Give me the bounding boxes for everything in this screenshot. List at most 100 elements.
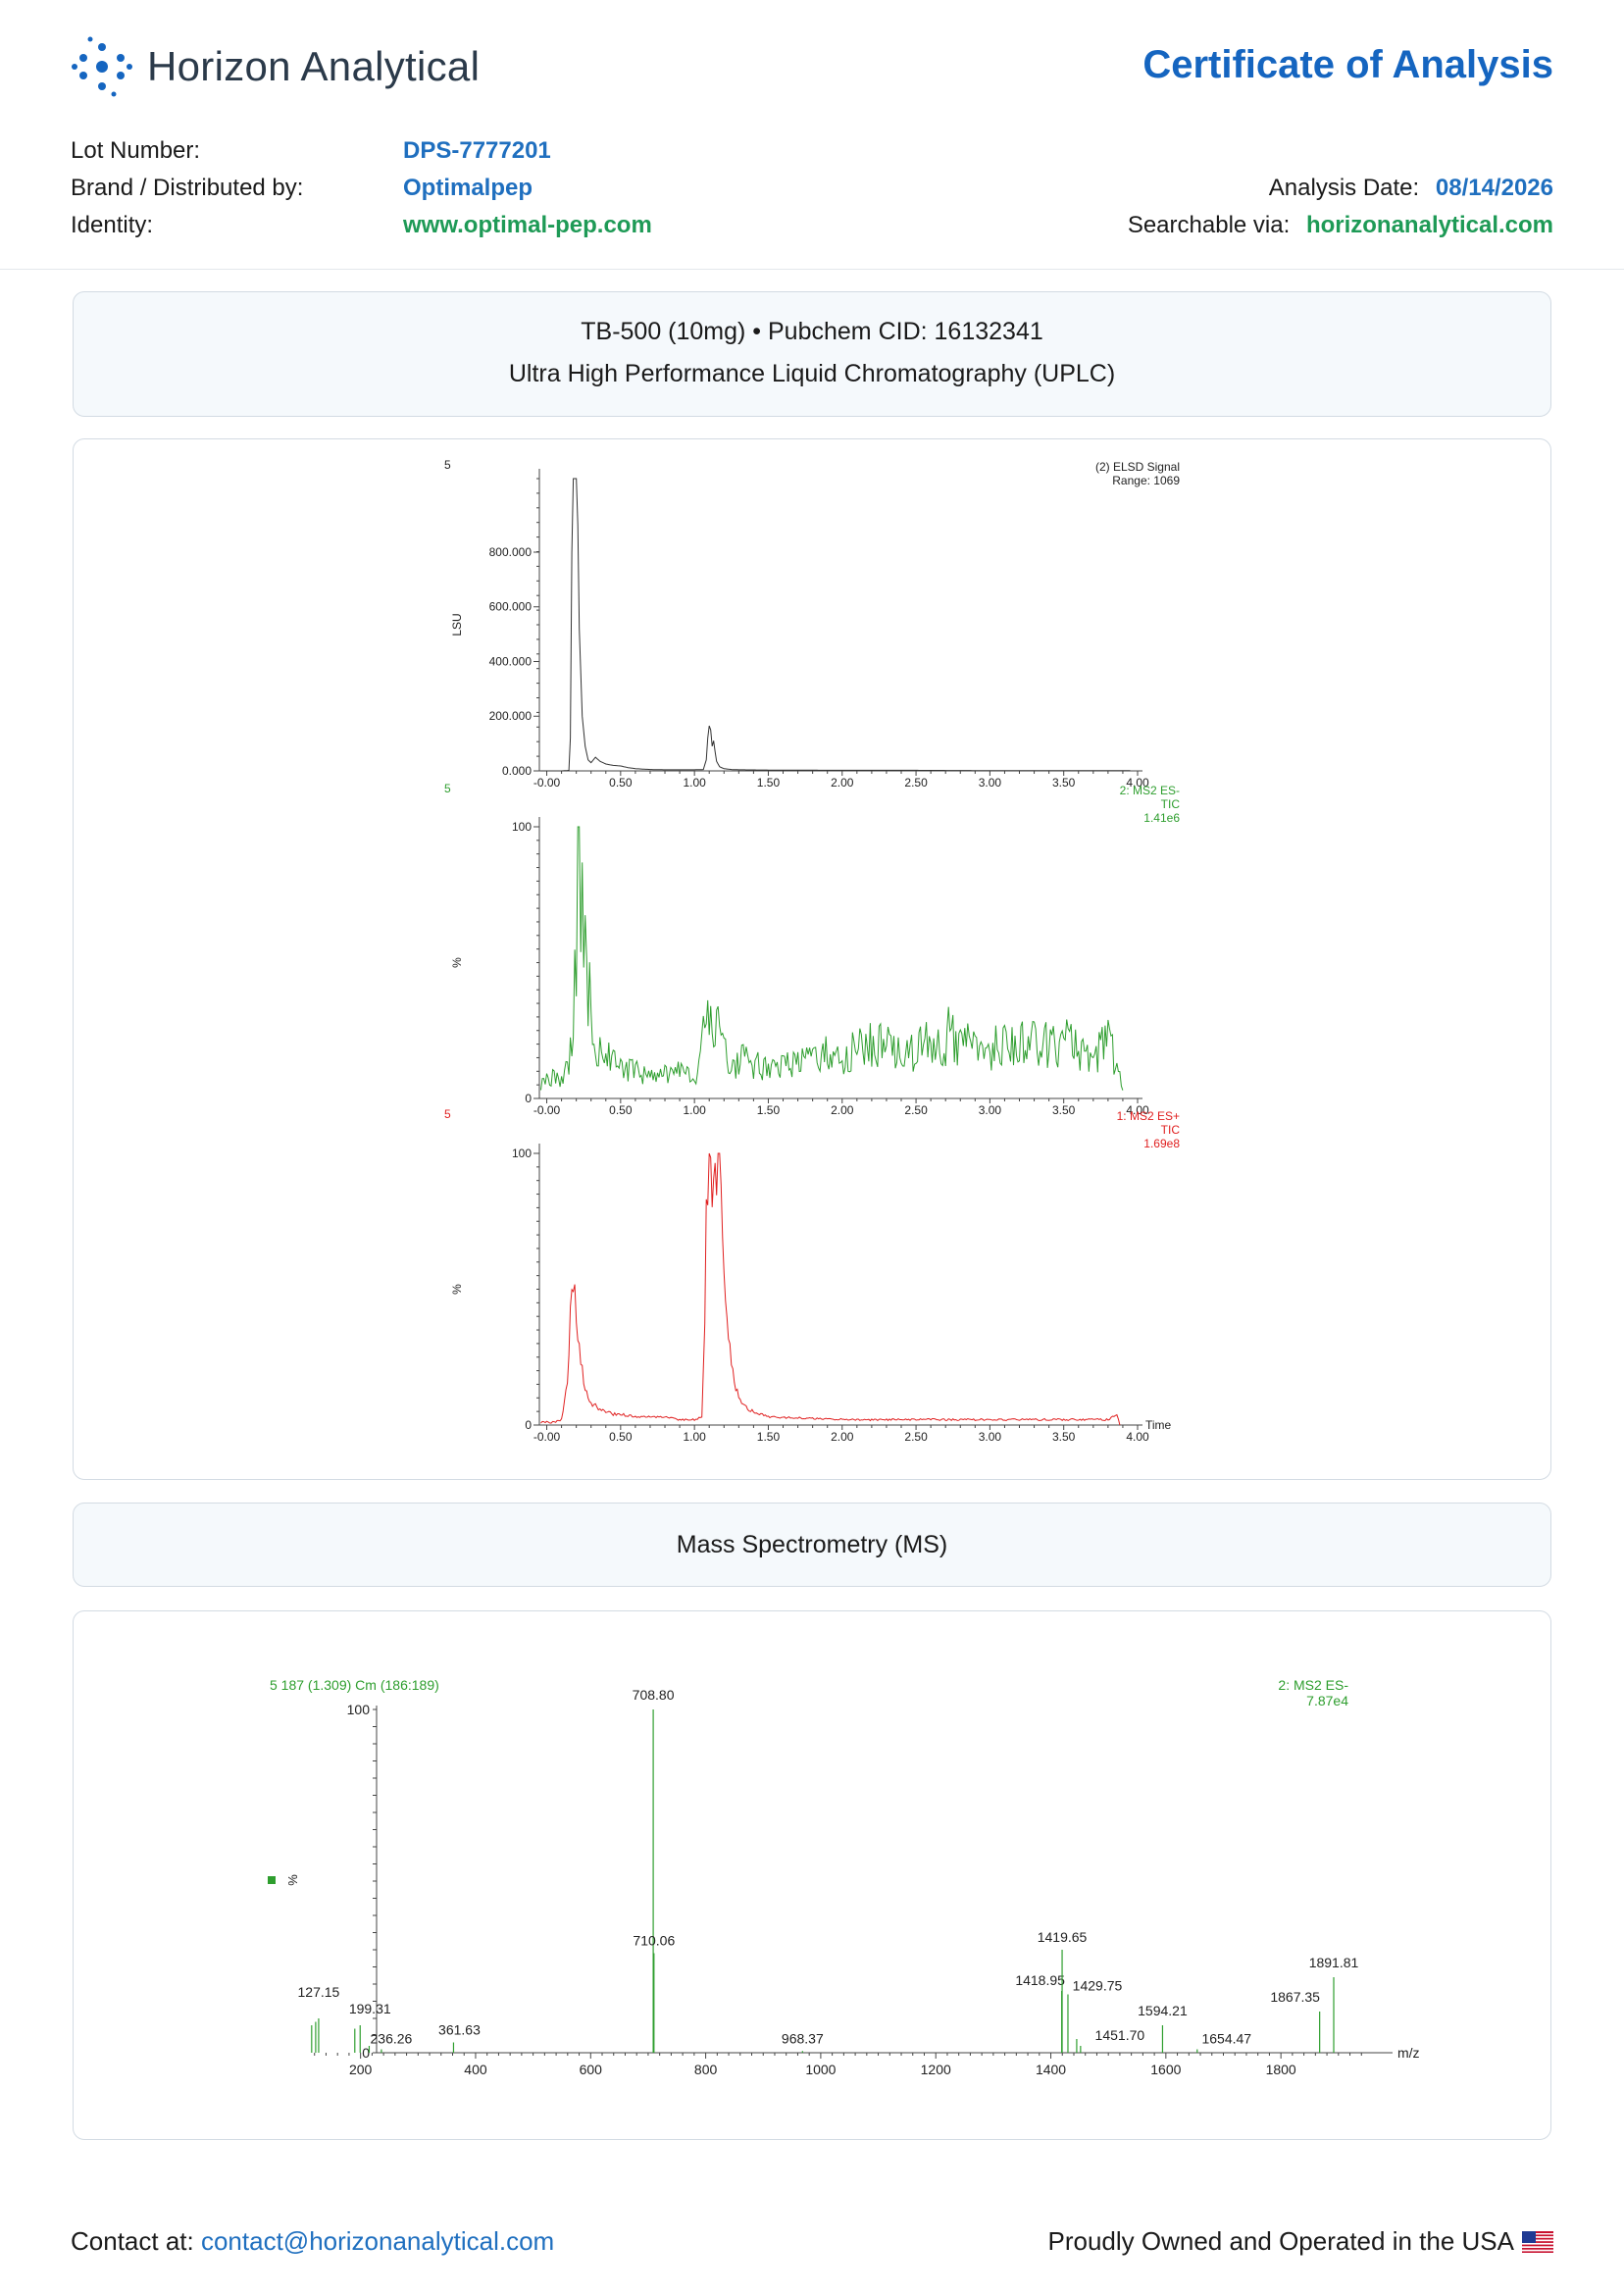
elsd-legend-0: (2) ELSD Signal — [1095, 460, 1180, 474]
ms-pos-tic-x-tick-label: 0.50 — [609, 1430, 633, 1444]
lot-number-label: Lot Number: — [71, 137, 201, 164]
ms-pos-tic-legend-2: 1.69e8 — [1143, 1137, 1180, 1150]
ms-neg-tic-sample-label: 5 — [444, 782, 451, 795]
ms-x-tick-label: 1600 — [1150, 2062, 1181, 2077]
ms-x-tick-label: 200 — [349, 2062, 373, 2077]
ms-neg-tic-y-axis-label: % — [450, 957, 464, 968]
ms-x-tick-label: 600 — [580, 2062, 603, 2077]
ms-neg-tic-x-tick-label: 2.00 — [831, 1103, 854, 1117]
ms-pos-tic-x-tick-label: -0.00 — [533, 1430, 561, 1444]
ms-pos-tic-x-tick-label: 3.50 — [1052, 1430, 1076, 1444]
ms-peak-label: 361.63 — [438, 2022, 481, 2038]
ms-x-tick-label: 1400 — [1036, 2062, 1066, 2077]
ms-peak-label: 236.26 — [371, 2031, 413, 2047]
ms-neg-tic-legend-2: 1.41e6 — [1143, 811, 1180, 825]
ms-neg-tic-x-tick-label: 1.00 — [683, 1103, 706, 1117]
ms-x-tick-label: 1200 — [921, 2062, 951, 2077]
ms-peak-label: 1891.81 — [1309, 1955, 1359, 1970]
elsd-x-tick-label: -0.00 — [533, 776, 561, 790]
lot-number-value: DPS-7777201 — [403, 137, 551, 164]
us-flag-icon — [1522, 2230, 1553, 2253]
compound-line: TB-500 (10mg) • Pubchem CID: 16132341 — [581, 318, 1043, 345]
ms-peak-label: 1419.65 — [1038, 1929, 1088, 1945]
contact-label: Contact at: — [71, 2226, 194, 2256]
elsd-x-tick-label: 3.00 — [979, 776, 1002, 790]
ms-neg-tic-x-tick-label: 3.00 — [979, 1103, 1002, 1117]
uplc-chart-box: 5 (2) ELSD Signal Range: 1069 -0.00 0.50 1.00… — [73, 438, 1551, 1480]
ms-pos-tic-x-axis-label: Time — [1145, 1418, 1172, 1432]
elsd-x-tick-label: 1.00 — [683, 776, 706, 790]
ms-peak-label: 127.15 — [298, 1984, 340, 2000]
brand-value: Optimalpep — [403, 175, 533, 201]
ms-chart-box: 5 187 (1.309) Cm (186:189) 2: MS2 ES- 7.87… — [73, 1610, 1551, 2140]
elsd-x-tick-label: 2.50 — [904, 776, 928, 790]
ms-x-tick-label: 1000 — [805, 2062, 836, 2077]
elsd-x-tick-label: 2.00 — [831, 776, 854, 790]
ms-pos-tic-x-tick-label: 4.00 — [1126, 1430, 1149, 1444]
ms-peak-label: 1451.70 — [1095, 2027, 1145, 2043]
ms-pos-tic-y-tick-label: 0 — [525, 1418, 532, 1432]
elsd-y-tick-label: 0.000 — [502, 764, 532, 778]
analysis-date-label: Analysis Date: — [1268, 175, 1420, 201]
ms-neg-tic-x-tick-label: 1.50 — [757, 1103, 781, 1117]
elsd-trace-line — [540, 478, 1131, 772]
ms-pos-tic-legend-0: 1: MS2 ES+ — [1117, 1109, 1180, 1123]
uplc-method-title: Ultra High Performance Liquid Chromatogr… — [508, 360, 1116, 387]
ms-y-axis-label: % — [285, 1874, 300, 1886]
searchable-value[interactable]: horizonanalytical.com — [1305, 212, 1553, 238]
ms-y-tick-label: 0 — [362, 2045, 370, 2061]
ms-peak-label: 968.37 — [782, 2030, 824, 2046]
mass-spectrum: 5 187 (1.309) Cm (186:189) 2: MS2 ES-7.87… — [268, 1677, 1420, 2077]
document-title: Certificate of Analysis — [1142, 43, 1553, 86]
ms-legend-0: 2: MS2 ES- — [1278, 1677, 1348, 1693]
ms-neg-tic-x-tick-label: 4.00 — [1126, 1103, 1149, 1117]
brand-logo: Horizon Analytical — [71, 35, 480, 98]
usa-tagline: Proudly Owned and Operated in the USA — [1047, 2226, 1553, 2257]
elsd-x-tick-label: 0.50 — [609, 776, 633, 790]
ms-pos-tic-legend-1: TIC — [1161, 1123, 1181, 1137]
ms-neg-tic-x-tick-label: 2.50 — [904, 1103, 928, 1117]
elsd-sample-label: 5 — [444, 458, 451, 472]
contact-email-link[interactable]: contact@horizonanalytical.com — [200, 2226, 555, 2256]
ms-pos-tic-y-axis-label: % — [450, 1284, 464, 1295]
molecule-logo-icon — [72, 36, 132, 97]
ms-neg-tic-x-tick-label: 3.50 — [1052, 1103, 1076, 1117]
elsd-x-tick-label: 3.50 — [1052, 776, 1076, 790]
ms-pos-tic-x-tick-label: 2.00 — [831, 1430, 854, 1444]
ms-neg-tic-legend-0: 2: MS2 ES- — [1120, 784, 1180, 797]
elsd-x-tick-label: 1.50 — [757, 776, 781, 790]
ms-marker-icon — [268, 1876, 276, 1884]
ms-neg-tic-trace-line — [540, 826, 1124, 1091]
ms-peak-label: 710.06 — [633, 1933, 675, 1949]
report-footer: Contact at: contact@horizonanalytical.co… — [71, 2226, 1553, 2257]
searchable-row: Searchable via: horizonanalytical.com — [1128, 212, 1553, 239]
ms-pos-tic-y-tick-label: 100 — [512, 1147, 532, 1160]
ms-peak-label: 199.31 — [349, 2001, 391, 2016]
report-header: Horizon Analytical Certificate of Analys… — [0, 0, 1624, 270]
ms-peak-label: 1418.95 — [1015, 1972, 1065, 1988]
ms-neg-tic-legend-1: TIC — [1161, 797, 1181, 811]
ms-neg-tic-y-tick-label: 100 — [512, 820, 532, 834]
ms-x-tick-label: 800 — [694, 2062, 718, 2077]
ms-pos-tic-x-tick-label: 2.50 — [904, 1430, 928, 1444]
ms-pos-tic-sample-label: 5 — [444, 1107, 451, 1121]
ms-legend-1: 7.87e4 — [1306, 1693, 1348, 1708]
ms-pos-tic-x-tick-label: 1.00 — [683, 1430, 706, 1444]
ms-peak-label: 1867.35 — [1270, 1989, 1320, 2005]
analysis-date-row: Analysis Date: 08/14/2026 — [1269, 175, 1553, 202]
ms-x-tick-label: 1800 — [1266, 2062, 1296, 2077]
uplc-title-box: TB-500 (10mg) • Pubchem CID: 16132341 Ul… — [73, 291, 1551, 417]
ms-x-axis-label: m/z — [1397, 2045, 1420, 2061]
ms-x-tick-label: 400 — [464, 2062, 487, 2077]
elsd-y-tick-label: 800.000 — [489, 545, 533, 559]
ms-pos-tic-trace-line — [540, 1152, 1121, 1426]
ms-peak-label: 1594.21 — [1138, 2003, 1188, 2018]
brand-name: Horizon Analytical — [147, 43, 481, 89]
elsd-y-tick-label: 400.000 — [489, 654, 533, 668]
identity-label: Identity: — [71, 212, 154, 238]
identity-value[interactable]: www.optimal-pep.com — [403, 212, 652, 238]
ms-pos-tic-x-tick-label: 1.50 — [757, 1430, 781, 1444]
